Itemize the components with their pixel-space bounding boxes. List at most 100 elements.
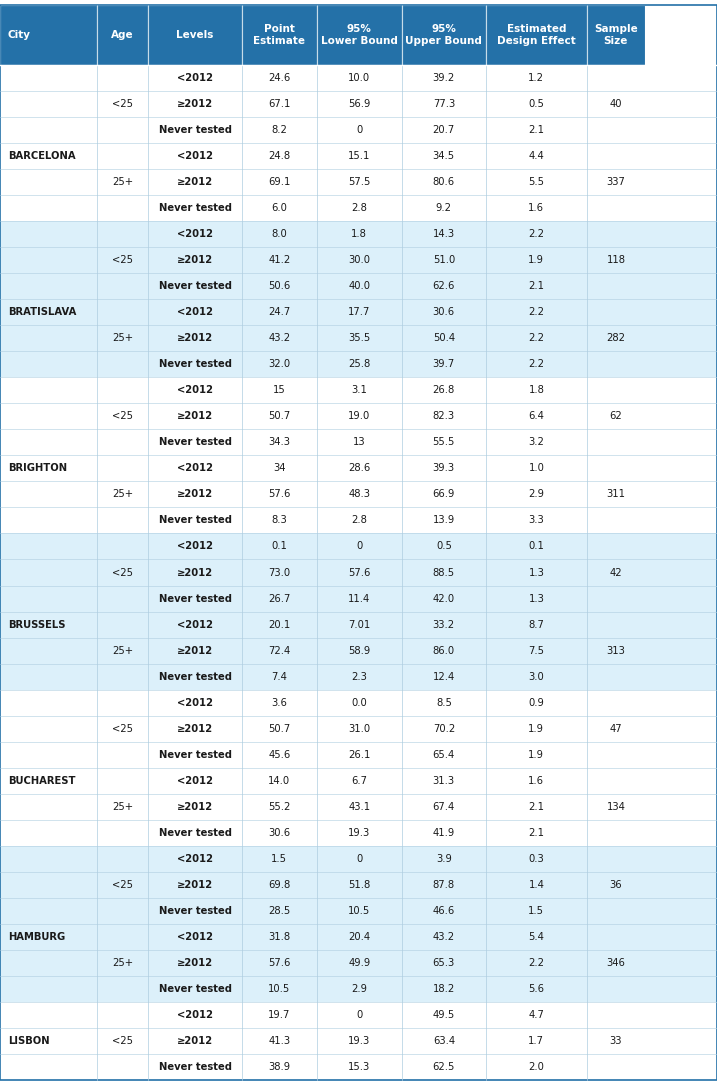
Text: 24.7: 24.7 bbox=[268, 307, 290, 317]
Text: 2.1: 2.1 bbox=[528, 281, 544, 291]
Text: 1.3: 1.3 bbox=[528, 567, 544, 577]
Text: Never tested: Never tested bbox=[158, 984, 232, 994]
Text: 8.3: 8.3 bbox=[272, 515, 287, 525]
Bar bbox=[0, 534, 717, 560]
Text: BRATISLAVA: BRATISLAVA bbox=[8, 307, 77, 317]
Bar bbox=[0, 65, 717, 91]
Bar bbox=[0, 5, 97, 65]
Bar bbox=[0, 716, 717, 742]
Text: 15.3: 15.3 bbox=[348, 1062, 371, 1072]
Text: 70.2: 70.2 bbox=[432, 724, 455, 733]
Text: 51.8: 51.8 bbox=[348, 880, 371, 890]
Text: LISBON: LISBON bbox=[8, 1036, 49, 1046]
Text: 10.5: 10.5 bbox=[348, 906, 371, 916]
Text: 32.0: 32.0 bbox=[268, 359, 290, 369]
Text: 2.3: 2.3 bbox=[351, 672, 367, 681]
Text: 2.9: 2.9 bbox=[528, 489, 544, 499]
Bar bbox=[0, 949, 717, 975]
Text: 10.5: 10.5 bbox=[268, 984, 290, 994]
Bar bbox=[0, 508, 717, 534]
Text: Never tested: Never tested bbox=[158, 672, 232, 681]
Text: 0.1: 0.1 bbox=[528, 541, 544, 551]
Text: 19.3: 19.3 bbox=[348, 828, 371, 838]
Text: ≥2012: ≥2012 bbox=[177, 802, 213, 812]
Bar bbox=[0, 612, 717, 638]
Text: ≥2012: ≥2012 bbox=[177, 567, 213, 577]
Text: 25+: 25+ bbox=[112, 958, 133, 968]
Text: 6.0: 6.0 bbox=[271, 203, 288, 213]
Text: <25: <25 bbox=[112, 255, 133, 265]
Text: 25+: 25+ bbox=[112, 489, 133, 499]
Text: <25: <25 bbox=[112, 1036, 133, 1046]
Text: Never tested: Never tested bbox=[158, 906, 232, 916]
Text: 26.8: 26.8 bbox=[432, 385, 455, 395]
Text: 26.1: 26.1 bbox=[348, 750, 371, 759]
Text: BUCHAREST: BUCHAREST bbox=[8, 776, 75, 786]
Text: <2012: <2012 bbox=[177, 932, 213, 942]
Text: 87.8: 87.8 bbox=[433, 880, 455, 890]
Text: 25+: 25+ bbox=[112, 177, 133, 187]
Text: 18.2: 18.2 bbox=[432, 984, 455, 994]
Text: 7.4: 7.4 bbox=[271, 672, 288, 681]
Text: 39.2: 39.2 bbox=[432, 73, 455, 84]
Text: 0: 0 bbox=[356, 541, 362, 551]
Text: 24.8: 24.8 bbox=[268, 151, 290, 161]
Text: 43.2: 43.2 bbox=[268, 333, 290, 343]
Text: 20.1: 20.1 bbox=[268, 620, 290, 629]
Text: 337: 337 bbox=[607, 177, 625, 187]
Text: Point
Estimate: Point Estimate bbox=[253, 24, 305, 46]
Text: City: City bbox=[8, 30, 31, 40]
Text: 57.6: 57.6 bbox=[348, 567, 371, 577]
Text: 6.7: 6.7 bbox=[351, 776, 367, 786]
Text: Never tested: Never tested bbox=[158, 359, 232, 369]
Text: Never tested: Never tested bbox=[158, 1062, 232, 1072]
Text: ≥2012: ≥2012 bbox=[177, 333, 213, 343]
Text: 3.3: 3.3 bbox=[528, 515, 544, 525]
Text: 42.0: 42.0 bbox=[433, 593, 455, 603]
Bar bbox=[0, 690, 717, 716]
Text: ≥2012: ≥2012 bbox=[177, 880, 213, 890]
Text: 67.4: 67.4 bbox=[432, 802, 455, 812]
Text: 12.4: 12.4 bbox=[432, 672, 455, 681]
Text: 36: 36 bbox=[609, 880, 622, 890]
Text: 33.2: 33.2 bbox=[433, 620, 455, 629]
Text: <2012: <2012 bbox=[177, 698, 213, 707]
Text: 26.7: 26.7 bbox=[268, 593, 290, 603]
Text: <25: <25 bbox=[112, 724, 133, 733]
Text: 5.4: 5.4 bbox=[528, 932, 544, 942]
Text: 20.4: 20.4 bbox=[348, 932, 370, 942]
Text: 1.6: 1.6 bbox=[528, 203, 544, 213]
Text: <25: <25 bbox=[112, 411, 133, 421]
Text: 62.5: 62.5 bbox=[432, 1062, 455, 1072]
Text: 2.2: 2.2 bbox=[528, 333, 544, 343]
Text: <2012: <2012 bbox=[177, 385, 213, 395]
Text: 88.5: 88.5 bbox=[433, 567, 455, 577]
Text: 19.0: 19.0 bbox=[348, 411, 371, 421]
Text: 0.5: 0.5 bbox=[528, 99, 544, 109]
Text: 77.3: 77.3 bbox=[432, 99, 455, 109]
Text: 49.9: 49.9 bbox=[348, 958, 371, 968]
Bar bbox=[0, 768, 717, 794]
Bar bbox=[0, 923, 717, 949]
Text: 2.2: 2.2 bbox=[528, 307, 544, 317]
Text: 20.7: 20.7 bbox=[432, 125, 455, 135]
Bar bbox=[0, 195, 717, 221]
Bar bbox=[0, 482, 717, 508]
Text: 3.2: 3.2 bbox=[528, 437, 544, 447]
Text: 30.0: 30.0 bbox=[348, 255, 370, 265]
Text: 57.6: 57.6 bbox=[268, 958, 290, 968]
Text: 15.1: 15.1 bbox=[348, 151, 371, 161]
Text: 72.4: 72.4 bbox=[268, 646, 290, 655]
Text: 2.1: 2.1 bbox=[528, 125, 544, 135]
Text: 2.2: 2.2 bbox=[528, 958, 544, 968]
Bar bbox=[97, 5, 148, 65]
Text: 46.6: 46.6 bbox=[432, 906, 455, 916]
Text: 2.2: 2.2 bbox=[528, 359, 544, 369]
Text: 24.6: 24.6 bbox=[268, 73, 290, 84]
Text: ≥2012: ≥2012 bbox=[177, 489, 213, 499]
Text: 69.1: 69.1 bbox=[268, 177, 290, 187]
Text: 4.4: 4.4 bbox=[528, 151, 544, 161]
Text: 1.7: 1.7 bbox=[528, 1036, 544, 1046]
Text: 39.3: 39.3 bbox=[433, 463, 455, 473]
Text: ≥2012: ≥2012 bbox=[177, 255, 213, 265]
